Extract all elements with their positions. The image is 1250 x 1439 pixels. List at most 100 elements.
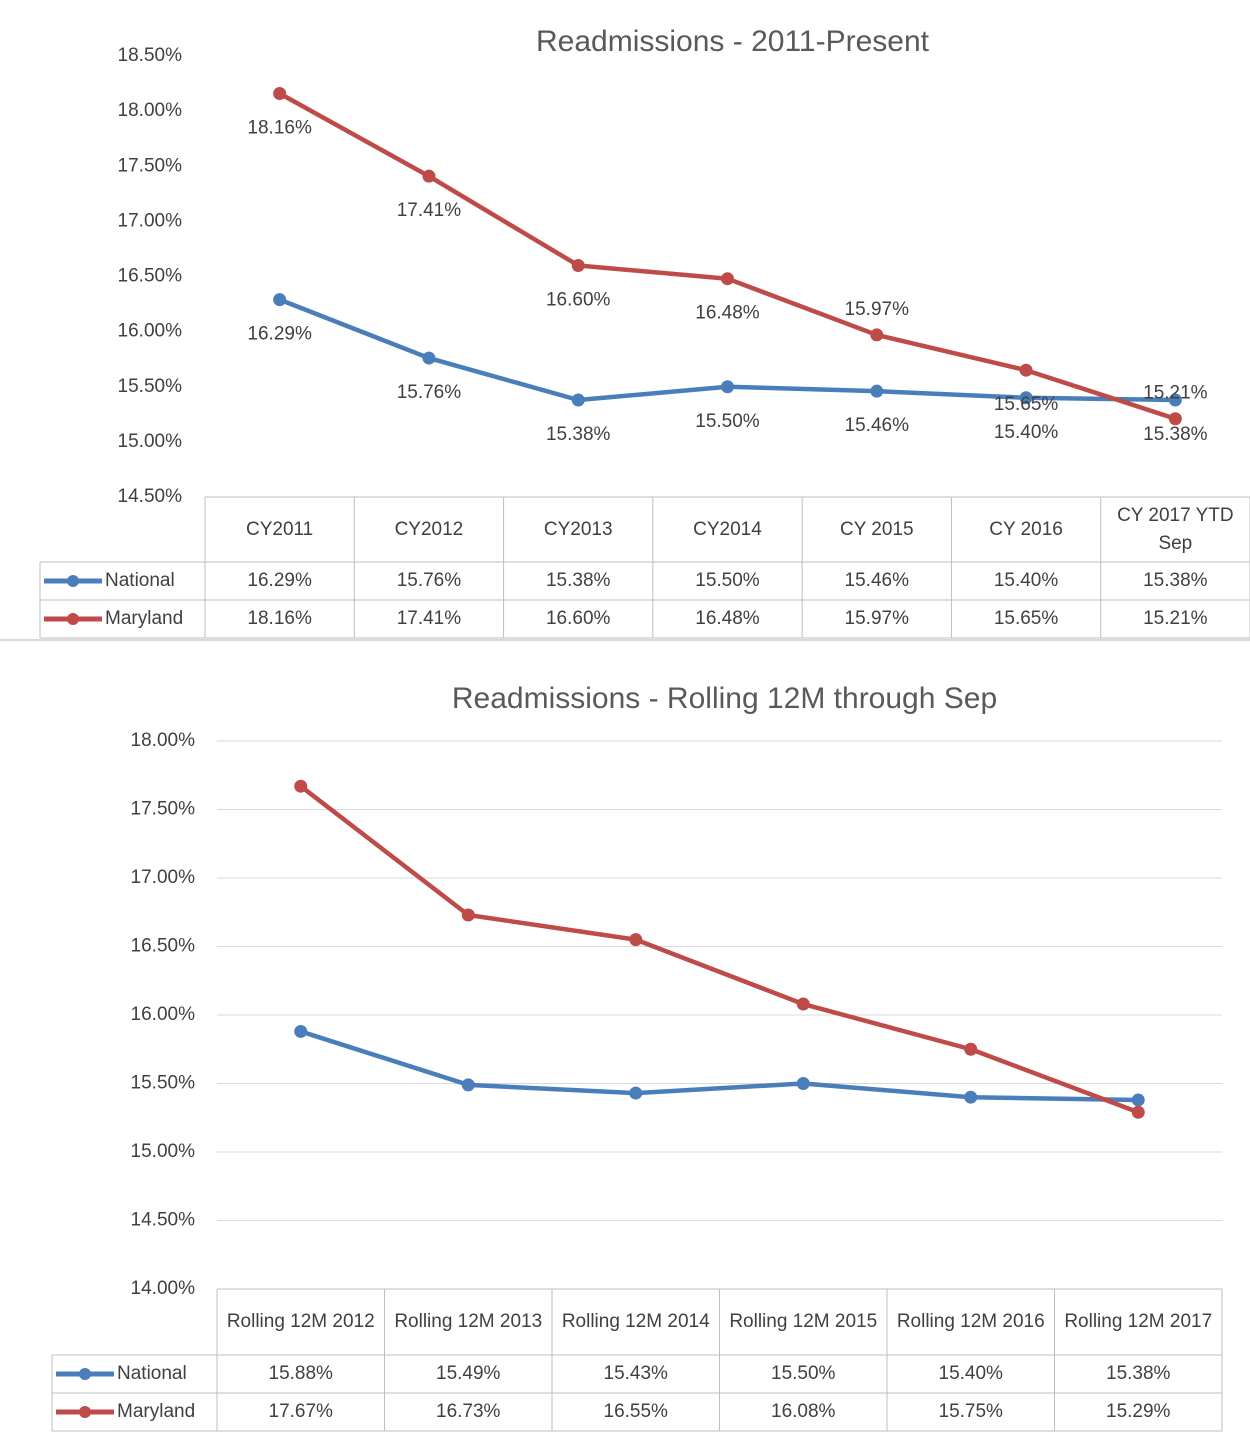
table-cell-box: 15.88% [268, 1363, 333, 1385]
point [294, 1024, 308, 1038]
table-cell-box: 15.40% [939, 1363, 1003, 1384]
chart-title: Readmissions - 2011-Present [536, 25, 930, 58]
x-tick-label-box: CY 2015 [839, 518, 914, 540]
table-cell: 15.97% [844, 608, 909, 630]
table-cell: 15.21% [1143, 608, 1208, 630]
x-tick-label-box: CY2013 [543, 518, 613, 540]
table-cell-box: 16.08% [771, 1401, 836, 1423]
table-cell: 16.55% [603, 1401, 668, 1423]
table-cell: 15.50% [771, 1363, 836, 1385]
table-cell: 18.16% [247, 608, 312, 630]
point [571, 393, 585, 407]
table-cell-box: 16.55% [603, 1401, 668, 1423]
data-label: 15.38% [546, 424, 611, 445]
x-tick-label: Rolling 12M 2014 [561, 1311, 710, 1333]
legend-marker [67, 613, 79, 625]
table-cell-box: 15.65% [993, 608, 1059, 630]
point [796, 997, 810, 1011]
x-tick-label-box: Rolling 12M 2014 [561, 1311, 710, 1333]
point [870, 328, 884, 342]
y-tick-label: 17.00% [118, 210, 183, 231]
table-cell-box: 15.43% [603, 1363, 668, 1385]
point [1131, 1093, 1145, 1107]
y-tick-label: 14.50% [131, 1210, 196, 1231]
table-cell: 16.08% [771, 1401, 836, 1423]
x-tick-label: CY 2016 [989, 518, 1063, 540]
point [461, 908, 475, 922]
x-tick-label-box: CY2011 [246, 518, 314, 540]
x-tick-label: CY 2017 YTD Sep [1117, 504, 1234, 554]
point [629, 1086, 643, 1100]
table-cell-box: 17.41% [396, 608, 462, 630]
table-cell: 15.38% [1143, 570, 1208, 592]
data-label: 15.38% [1143, 424, 1208, 445]
table-cell-box: 15.40% [994, 570, 1058, 591]
x-tick-label: CY2012 [394, 518, 464, 540]
y-tick-label: 14.50% [118, 486, 183, 507]
x-tick-label: CY2011 [246, 518, 314, 540]
table-cell-box: 16.60% [545, 608, 611, 630]
table-cell-box: 15.29% [1106, 1401, 1170, 1422]
y-tick-label: 16.50% [131, 936, 196, 957]
point [1019, 363, 1033, 377]
point [1019, 391, 1033, 405]
point [273, 86, 287, 100]
legend-marker [79, 1368, 91, 1380]
chart-title: Readmissions - Rolling 12M through Sep [452, 682, 997, 715]
table-cell-box: 15.50% [771, 1363, 836, 1385]
legend-label: National [105, 570, 175, 591]
x-tick-label: CY 2015 [839, 518, 914, 540]
data-label: 16.29% [247, 324, 312, 345]
point [1168, 393, 1182, 407]
series-line [300, 1029, 1139, 1103]
point [964, 1042, 978, 1056]
table-cell: 17.41% [396, 608, 462, 630]
point [273, 293, 287, 307]
table-cell: 15.43% [603, 1363, 668, 1385]
x-tick-label-box: CY2014 [693, 518, 762, 540]
x-tick-label: CY2014 [693, 518, 762, 540]
y-tick-label: 16.00% [131, 1004, 196, 1025]
point [294, 779, 308, 793]
x-tick-label-box: CY 2016 [989, 518, 1063, 540]
table-cell-box: 17.67% [269, 1401, 333, 1422]
table-cell-box: 16.48% [695, 608, 759, 629]
table-cell: 16.60% [545, 608, 611, 630]
point [796, 1077, 810, 1090]
data-label: 15.50% [695, 411, 760, 432]
y-tick-label: 18.00% [118, 100, 183, 121]
legend-label: Maryland [117, 1401, 195, 1422]
table-cell: 15.76% [396, 570, 462, 592]
table-cell: 15.65% [993, 608, 1059, 630]
data-label: 15.65% [994, 394, 1059, 415]
table-cell-box: 16.29% [247, 570, 311, 591]
data-label: 16.48% [695, 303, 760, 324]
x-tick-label-box: Rolling 12M 2016 [896, 1311, 1045, 1333]
data-label: 15.40% [994, 422, 1059, 443]
table-cell: 15.49% [436, 1363, 501, 1385]
data-label: 18.16% [247, 118, 312, 139]
x-tick-label: Rolling 12M 2016 [896, 1311, 1045, 1333]
table-cell-box: 15.21% [1143, 608, 1208, 630]
table-cell-box: 15.75% [938, 1401, 1003, 1423]
point [571, 258, 585, 272]
point [422, 351, 436, 365]
x-tick-label: Rolling 12M 2013 [394, 1311, 543, 1333]
data-label: 15.46% [845, 415, 910, 436]
data-label: 15.21% [1143, 383, 1208, 404]
legend-label: Maryland [105, 608, 183, 629]
table-cell: 15.38% [545, 570, 611, 592]
data-label: 16.60% [546, 289, 611, 310]
table-cell: 15.88% [268, 1363, 333, 1385]
x-tick-label-box: Rolling 12M 2012 [227, 1311, 375, 1332]
table-cell: 15.75% [938, 1401, 1003, 1423]
y-tick-label: 15.00% [131, 1141, 196, 1162]
point [461, 1078, 475, 1092]
table-cell-box: 15.50% [695, 570, 760, 592]
x-tick-label: CY2013 [543, 518, 613, 540]
point [1131, 1105, 1145, 1119]
x-tick-label-box: Rolling 12M 2015 [729, 1311, 877, 1332]
x-tick-label-box: Rolling 12M 2017 [1064, 1311, 1212, 1332]
table-cell: 15.50% [695, 570, 760, 592]
